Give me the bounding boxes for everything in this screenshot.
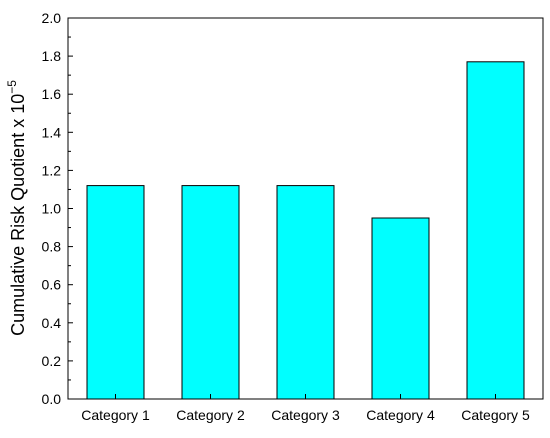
y-axis-title-exponent: −5 xyxy=(5,80,19,94)
y-tick-label: 0.6 xyxy=(42,277,62,293)
y-ticks-layer: 0.0 0.2 0.4 0.6 0.8 1.0 1.2 1.4 1.6 1.8 2.0 xyxy=(42,10,73,407)
y-tick-label: 1.0 xyxy=(42,201,62,217)
y-axis-title-text: Cumulative Risk Quotient x 10 xyxy=(8,94,28,336)
bar-3 xyxy=(276,185,335,400)
y-tick-label: 0.8 xyxy=(42,239,62,255)
y-tick-label: 1.2 xyxy=(42,162,62,178)
x-tick-label: Category 2 xyxy=(176,407,245,423)
x-tick-label: Category 4 xyxy=(366,407,435,423)
bars-layer xyxy=(86,61,525,400)
bar-1 xyxy=(86,185,145,400)
x-tick-label: Category 5 xyxy=(461,407,530,423)
x-tick-label: Category 1 xyxy=(81,407,150,423)
bar-4 xyxy=(371,217,430,400)
y-tick-label: 2.0 xyxy=(42,10,62,26)
bar-5 xyxy=(466,61,525,400)
y-tick-label: 0.0 xyxy=(42,391,62,407)
y-tick-label: 0.2 xyxy=(42,353,62,369)
x-tick-label: Category 3 xyxy=(271,407,340,423)
y-tick-label: 1.8 xyxy=(42,48,62,64)
x-ticks-layer: Category 1 Category 2 Category 3 Category 4… xyxy=(81,394,530,423)
y-tick-label: 1.6 xyxy=(42,86,62,102)
y-axis-title: Cumulative Risk Quotient x 10−5 xyxy=(5,80,28,336)
bar-2 xyxy=(181,185,240,400)
y-tick-label: 1.4 xyxy=(42,124,62,140)
y-tick-label: 0.4 xyxy=(42,315,62,331)
